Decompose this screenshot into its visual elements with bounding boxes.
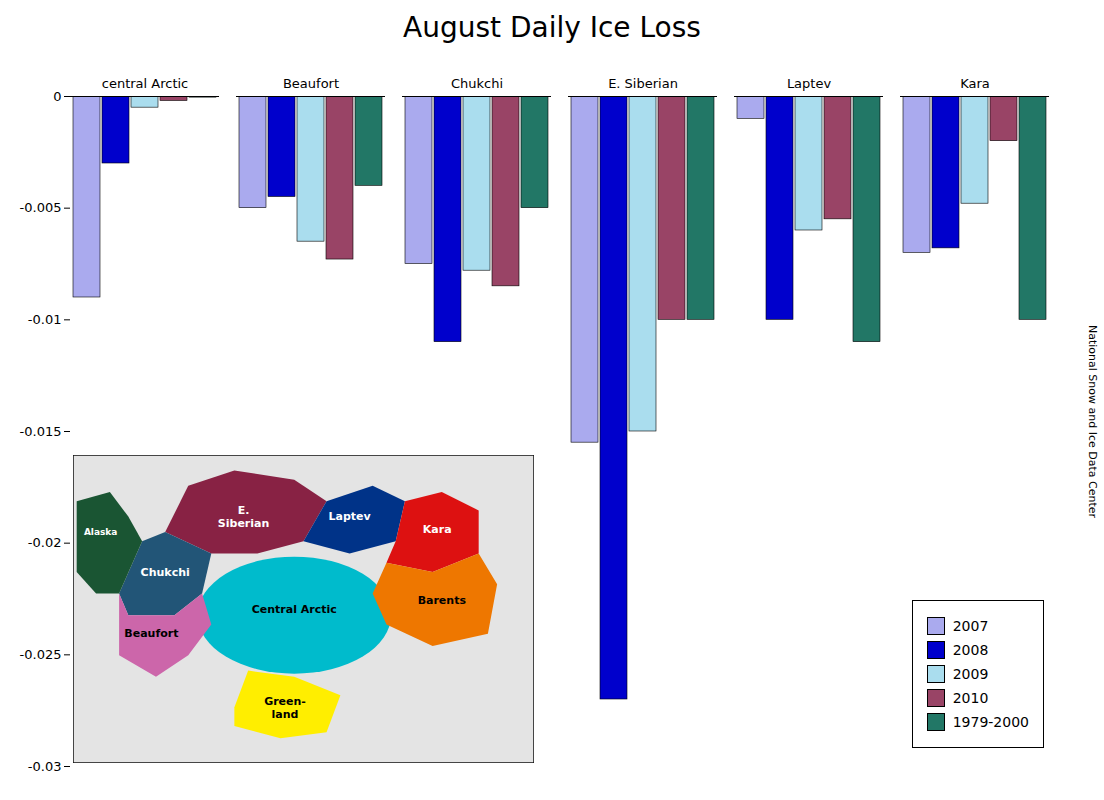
svg-text:Kara: Kara (423, 523, 452, 536)
svg-text:-0.01: -0.01 (28, 312, 62, 327)
svg-text:central Arctic: central Arctic (102, 76, 189, 91)
html-text:2007: 2007 (952, 618, 989, 634)
svg-text:-0.005: -0.005 (20, 200, 62, 215)
html-text:2010: 2010 (952, 690, 989, 706)
html-text:2009: 2009 (952, 666, 989, 682)
svg-text:Chukchi: Chukchi (141, 566, 190, 579)
svg-text:Laptev: Laptev (328, 510, 371, 523)
html-text:National Snow and Ice Data Cen: National Snow and Ice Data Center (1086, 324, 1100, 518)
html-text:2008: 2008 (952, 642, 989, 658)
svg-text:0: 0 (53, 89, 61, 104)
svg-text:Green-land: Green-land (264, 695, 306, 721)
svg-text:Laptev: Laptev (787, 76, 832, 91)
html-text:1979-2000: 1979-2000 (952, 714, 1029, 730)
html-text:August Daily Ice Loss: August Daily Ice Loss (403, 11, 701, 44)
svg-text:Beaufort: Beaufort (124, 627, 178, 640)
svg-text:E. Siberian: E. Siberian (608, 76, 678, 91)
svg-text:Beaufort: Beaufort (283, 76, 339, 91)
svg-text:Barents: Barents (418, 594, 467, 607)
svg-text:-0.03: -0.03 (28, 759, 62, 774)
svg-text:E.Siberian: E.Siberian (218, 504, 269, 530)
svg-text:-0.02: -0.02 (28, 535, 62, 550)
svg-text:Chukchi: Chukchi (451, 76, 503, 91)
svg-text:Central Arctic: Central Arctic (252, 603, 337, 616)
svg-text:Alaska: Alaska (84, 527, 118, 537)
svg-text:Kara: Kara (960, 76, 990, 91)
svg-text:-0.025: -0.025 (20, 647, 62, 662)
svg-text:-0.015: -0.015 (20, 424, 62, 439)
